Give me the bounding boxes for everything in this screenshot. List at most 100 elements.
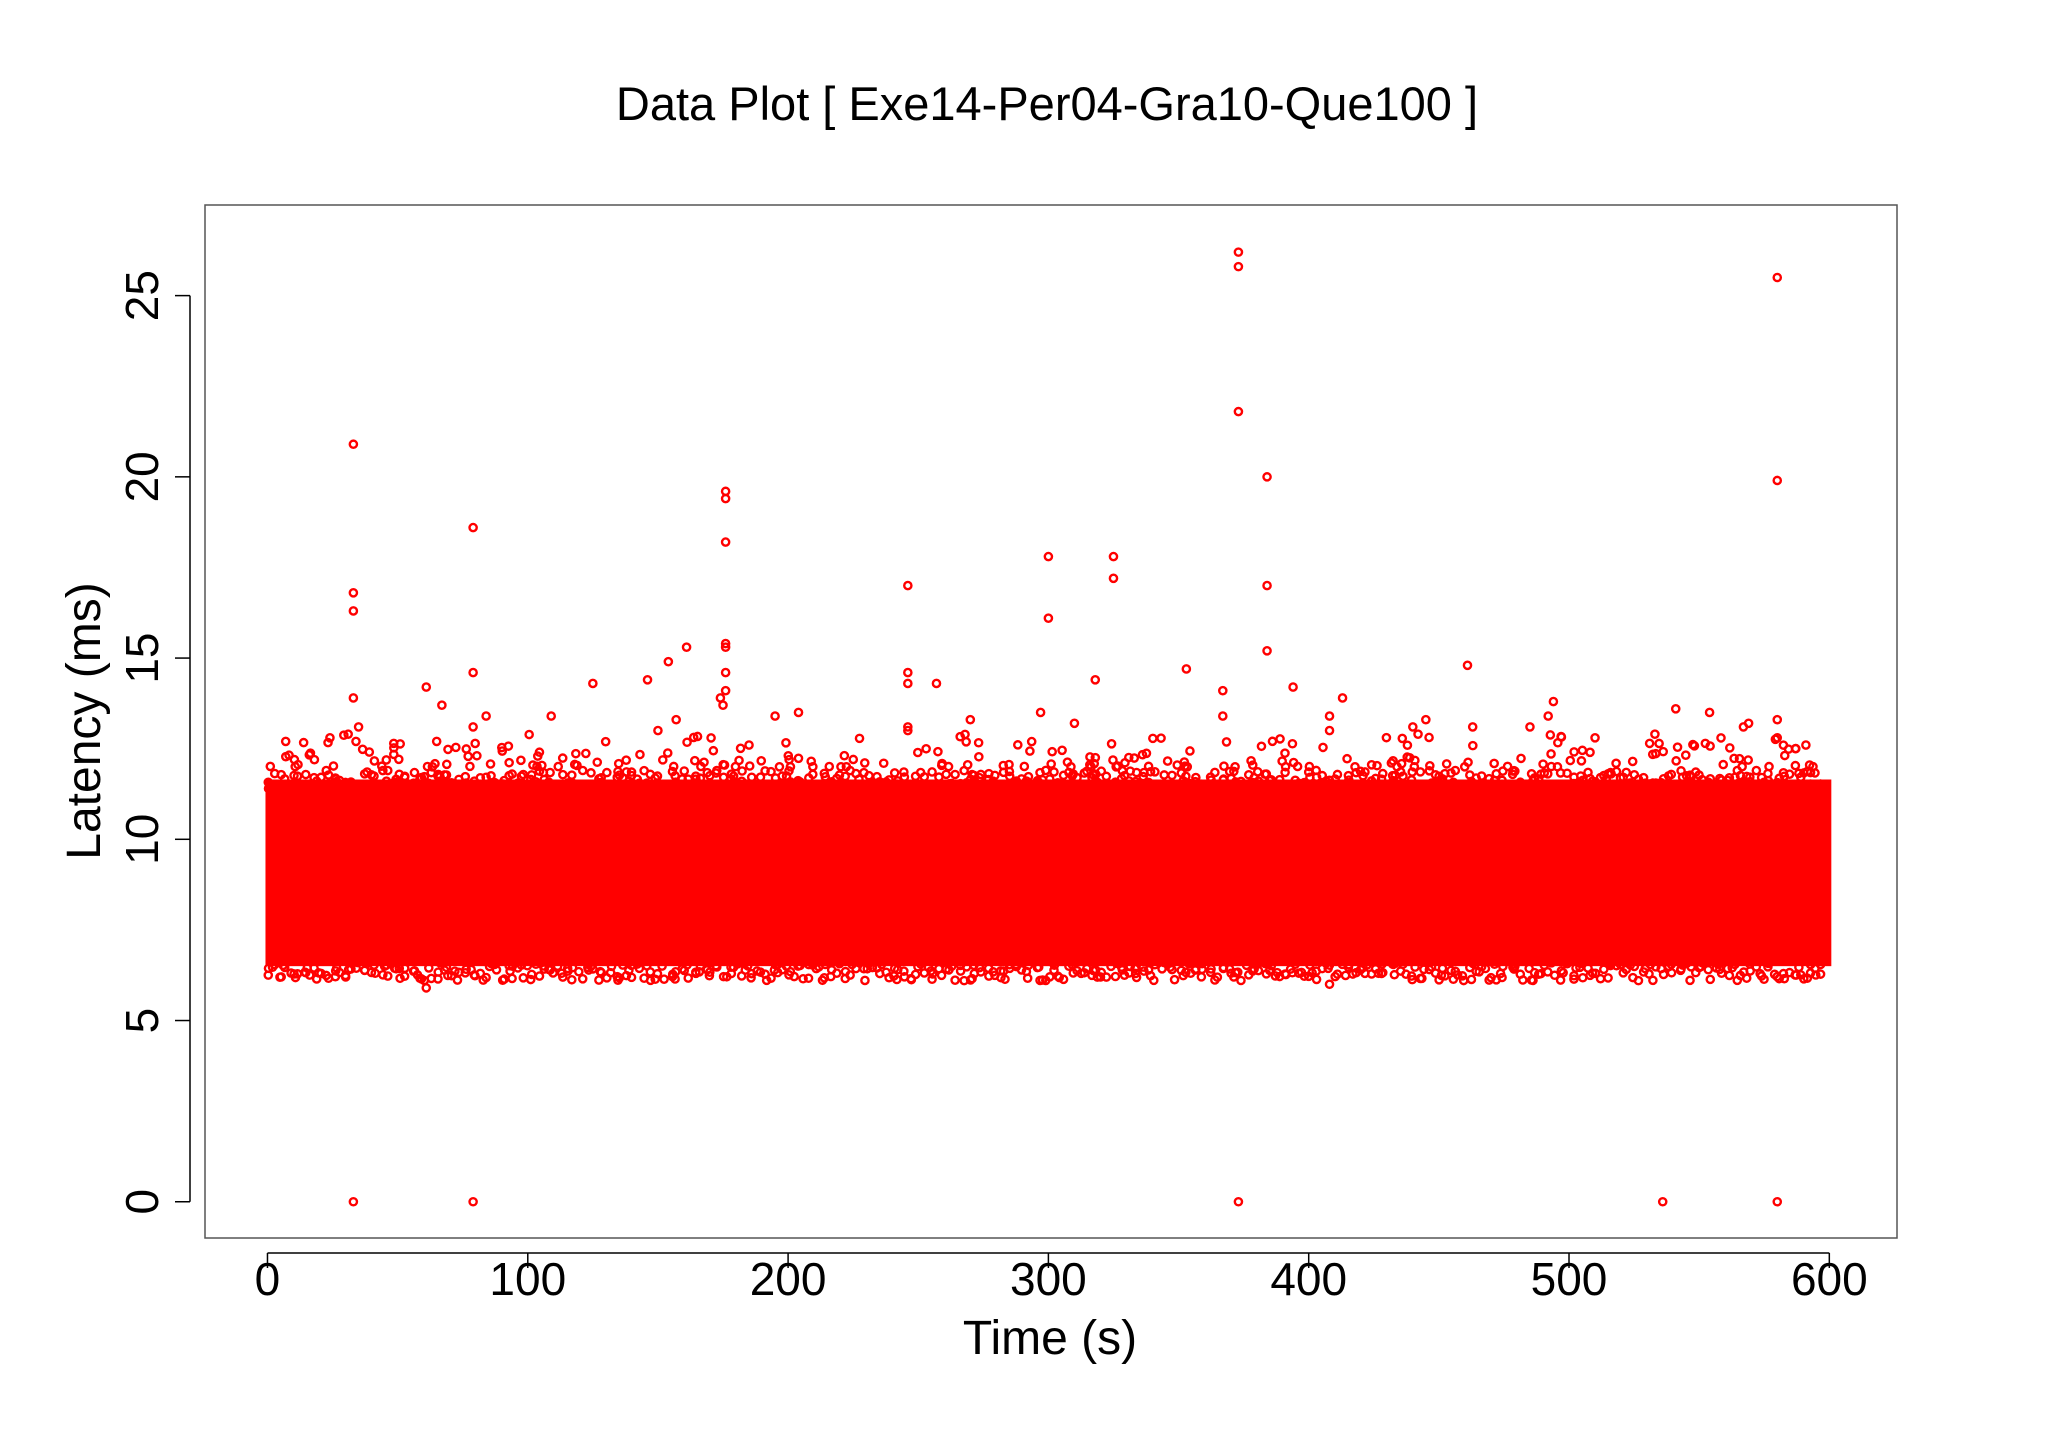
data-point	[955, 966, 966, 976]
data-point	[441, 770, 452, 780]
data-point	[777, 771, 787, 781]
data-point	[298, 737, 309, 748]
data-point	[1437, 774, 1448, 784]
data-point	[1350, 761, 1360, 772]
data-point	[552, 961, 563, 972]
data-point	[1689, 741, 1700, 751]
data-point	[525, 974, 536, 985]
data-point	[1130, 968, 1141, 979]
data-point	[276, 972, 287, 982]
data-point	[1658, 969, 1669, 980]
data-point	[774, 761, 785, 772]
data-point	[903, 580, 913, 591]
data-point	[596, 967, 606, 978]
data-point	[369, 771, 379, 781]
data-point	[814, 783, 824, 794]
data-point	[1603, 973, 1613, 983]
data-point	[974, 751, 984, 762]
data-point	[1167, 770, 1177, 781]
data-point	[1571, 779, 1581, 789]
data-point	[848, 754, 859, 765]
data-point	[1049, 767, 1059, 777]
data-point	[567, 962, 578, 973]
data-point	[497, 975, 508, 986]
data-point	[1426, 962, 1437, 972]
data-point	[803, 959, 814, 970]
data-point	[1737, 761, 1747, 772]
data-point	[695, 773, 706, 784]
data-point	[1275, 734, 1285, 744]
data-point	[892, 776, 903, 786]
data-point	[1062, 757, 1073, 767]
data-point	[430, 758, 440, 769]
data-point	[728, 962, 739, 973]
data-point	[1241, 960, 1252, 971]
data-point	[1180, 761, 1190, 771]
data-point	[955, 782, 966, 792]
data-point	[1232, 967, 1243, 977]
data-point	[1509, 964, 1519, 974]
data-point	[1585, 747, 1595, 758]
data-point	[626, 960, 637, 971]
data-point	[662, 748, 673, 758]
data-point	[1360, 767, 1370, 777]
data-point	[854, 733, 865, 744]
data-point	[1262, 580, 1272, 591]
data-point	[699, 757, 709, 768]
data-point	[461, 744, 472, 754]
data-point	[316, 772, 326, 783]
data-point	[586, 961, 596, 972]
data-point	[1718, 759, 1729, 770]
data-point	[1267, 736, 1278, 747]
y-tick-label: 10	[116, 814, 168, 865]
data-point	[730, 761, 741, 772]
data-point	[1236, 776, 1246, 787]
data-point	[421, 682, 432, 692]
data-point	[854, 774, 864, 784]
y-tick-label: 25	[116, 270, 168, 321]
data-point	[1247, 760, 1258, 770]
x-tick-label: 500	[1531, 1253, 1608, 1305]
data-point	[1129, 753, 1140, 763]
data-point	[388, 749, 399, 760]
data-point	[836, 761, 846, 772]
data-point	[1756, 971, 1767, 981]
data-point	[1274, 774, 1285, 785]
data-point	[950, 769, 960, 780]
data-point	[395, 777, 405, 788]
data-point	[1023, 771, 1034, 782]
data-point	[1562, 958, 1572, 969]
data-point	[1675, 783, 1686, 794]
data-point	[468, 522, 478, 533]
data-point	[562, 783, 573, 793]
data-point	[1601, 774, 1611, 784]
data-point	[1627, 756, 1638, 767]
data-point	[744, 761, 755, 771]
data-point	[481, 772, 491, 783]
data-point	[1569, 747, 1579, 757]
data-point	[1241, 782, 1252, 792]
data-point	[1518, 975, 1528, 985]
data-point	[1425, 760, 1435, 771]
data-point	[1696, 780, 1706, 790]
data-point	[1340, 970, 1351, 981]
data-point	[452, 975, 463, 985]
data-point	[1023, 960, 1034, 971]
data-point	[594, 975, 604, 985]
data-point	[1043, 613, 1054, 624]
data-point	[553, 761, 564, 772]
data-point	[1498, 961, 1508, 972]
data-point	[1324, 725, 1335, 736]
data-point	[1150, 767, 1160, 777]
data-point	[721, 781, 732, 792]
data-point	[325, 733, 335, 743]
data-point	[728, 771, 739, 781]
data-point	[1772, 475, 1783, 486]
data-point	[558, 769, 568, 780]
data-point	[915, 959, 926, 969]
data-point	[645, 975, 656, 986]
data-point	[1262, 646, 1272, 656]
data-point	[1377, 959, 1388, 969]
data-point	[503, 741, 514, 751]
